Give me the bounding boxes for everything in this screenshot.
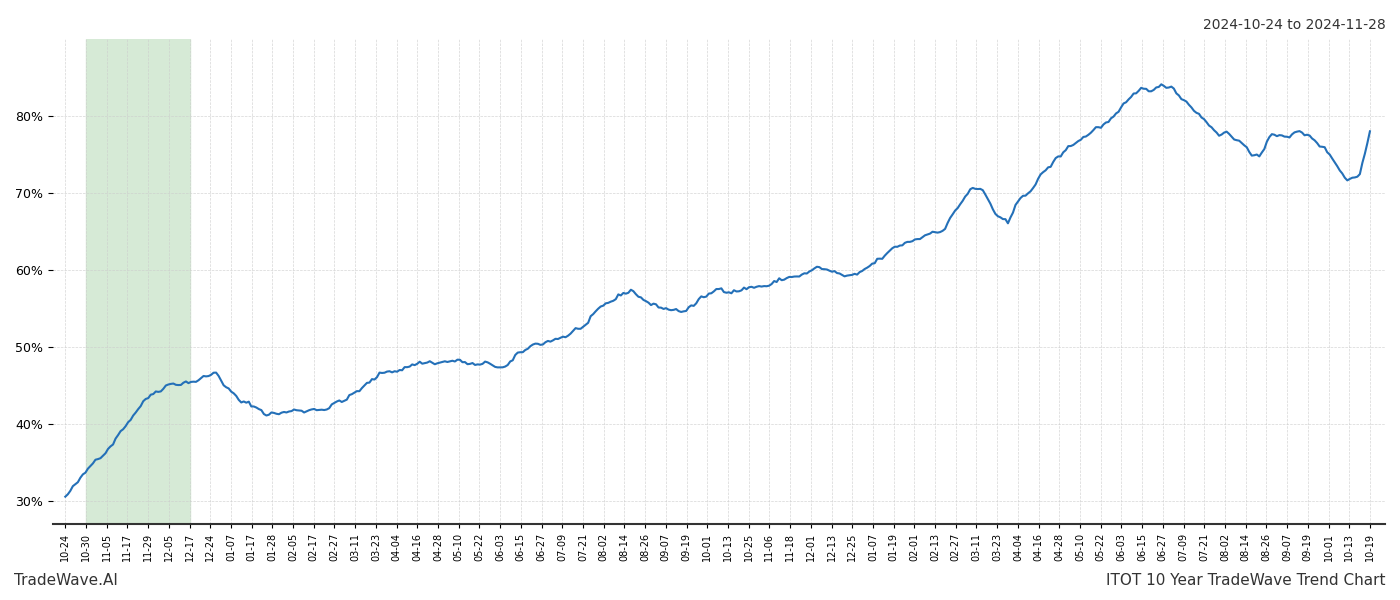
Text: 2024-10-24 to 2024-11-28: 2024-10-24 to 2024-11-28 [1203, 18, 1386, 32]
Bar [85, 39, 189, 524]
Text: ITOT 10 Year TradeWave Trend Chart: ITOT 10 Year TradeWave Trend Chart [1106, 573, 1386, 588]
Text: TradeWave.AI: TradeWave.AI [14, 573, 118, 588]
